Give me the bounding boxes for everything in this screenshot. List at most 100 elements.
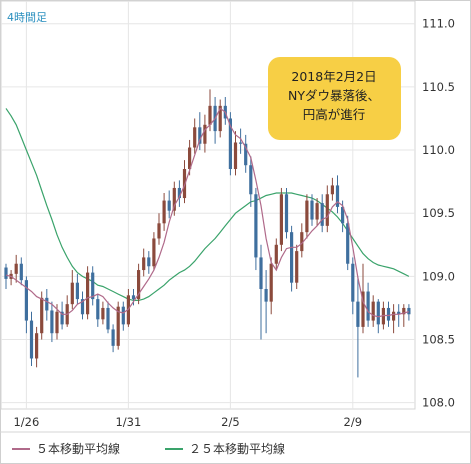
candle-body: [300, 232, 304, 252]
candle-body: [244, 143, 248, 166]
candle-body: [142, 257, 146, 271]
candle-body: [274, 244, 278, 264]
y-tick-label: 110.5: [422, 80, 455, 94]
candle-body: [407, 307, 411, 315]
candle-body: [279, 194, 283, 245]
legend-label-ma25: ２５本移動平均線: [189, 442, 286, 456]
candle-body: [55, 311, 59, 334]
x-tick-label: 1/26: [13, 415, 39, 429]
legend-label-ma5: ５本移動平均線: [36, 442, 121, 456]
ma5-line-group: [5, 107, 410, 318]
candle-body: [50, 310, 54, 334]
candle-body: [147, 257, 151, 267]
candle-body: [254, 194, 258, 258]
candle-body: [40, 297, 44, 334]
candle-body: [381, 307, 385, 325]
candle-body: [351, 263, 355, 302]
candle-body: [335, 185, 340, 207]
candle-body: [121, 306, 125, 325]
candle-body: [70, 282, 74, 305]
y-tick-label: 108.5: [422, 333, 455, 347]
candle-body: [290, 232, 294, 283]
candle-body: [198, 127, 202, 144]
x-tick-label: 2/5: [221, 415, 240, 429]
candle-body: [19, 263, 23, 281]
candle-body: [131, 295, 136, 300]
candle-body: [233, 142, 238, 169]
candle-body: [371, 301, 375, 321]
candle-body: [80, 299, 85, 315]
candle-body: [305, 200, 309, 233]
candle-body: [91, 272, 95, 300]
candle-body: [157, 223, 161, 239]
candle-body: [346, 223, 350, 264]
x-tick-label: 2/9: [344, 415, 363, 429]
candle-body: [402, 307, 406, 315]
candle-body: [397, 311, 401, 315]
legend-swatch-ma5: [12, 447, 30, 450]
candle-body: [60, 311, 64, 325]
candle-body: [325, 194, 329, 226]
candle-body: [330, 185, 334, 195]
annotation-line-2: NYダウ暴落後、: [288, 88, 380, 103]
candle-body: [96, 299, 100, 320]
candle-body: [269, 263, 273, 302]
candle-body: [162, 200, 166, 224]
x-axis: 1/26 1/31 2/5 2/9: [13, 415, 362, 429]
candle-body: [249, 165, 253, 195]
y-tick-label: 111.0: [422, 17, 455, 31]
candle-body: [392, 311, 396, 321]
candle-body: [295, 251, 299, 283]
y-tick-label: 108.0: [422, 396, 455, 410]
x-tick-label: 1/31: [115, 415, 141, 429]
annotation-line-3: 円高が進行: [303, 107, 366, 122]
candle-body: [386, 307, 391, 321]
y-tick-label: 110.0: [422, 143, 455, 157]
candle-body: [106, 307, 110, 330]
timeframe-label: 4時間足: [7, 11, 47, 24]
ma5-line: [5, 107, 410, 318]
candle-body: [259, 257, 263, 289]
candle-body: [366, 291, 370, 321]
candle-body: [284, 194, 289, 233]
legend-item-ma25: ２５本移動平均線: [165, 440, 285, 457]
candle-body: [228, 118, 232, 169]
candle-body: [152, 238, 156, 267]
candle-body: [356, 301, 360, 327]
candle-body: [4, 267, 8, 279]
candle-body: [341, 206, 345, 224]
candle-body: [376, 301, 380, 325]
candle-body: [264, 289, 268, 302]
candle-body: [101, 307, 105, 320]
candle-body: [75, 282, 79, 300]
candle-body: [35, 333, 39, 359]
legend-item-ma5: ５本移動平均線: [12, 440, 120, 457]
candle-body: [177, 187, 181, 199]
candle-body: [24, 280, 28, 321]
candle-body: [116, 306, 120, 346]
candle-body: [45, 297, 49, 311]
annotation-line-1: 2018年2月2日: [291, 69, 376, 84]
candle-body: [320, 203, 324, 226]
legend-swatch-ma25: [165, 447, 183, 450]
y-tick-label: 109.0: [422, 269, 455, 283]
candle-body: [239, 142, 243, 144]
candle-body: [361, 291, 365, 327]
candle-body: [208, 105, 212, 125]
candle-body: [137, 270, 141, 300]
candle-body: [111, 329, 115, 346]
candle-body: [203, 124, 207, 144]
y-tick-label: 109.5: [422, 206, 455, 220]
candle-body: [315, 203, 319, 220]
candle-body: [188, 147, 192, 169]
candle-body: [86, 272, 90, 315]
candle-body: [167, 200, 171, 211]
candle-body: [193, 127, 197, 148]
y-axis: 111.0 110.5 110.0 109.5 109.0 108.5 108.0: [422, 17, 455, 410]
candle-body: [172, 187, 176, 211]
candle-body: [218, 105, 222, 132]
annotation-background: [268, 57, 401, 140]
candle-body: [310, 200, 314, 220]
legend: ５本移動平均線 ２５本移動平均線: [0, 434, 471, 462]
